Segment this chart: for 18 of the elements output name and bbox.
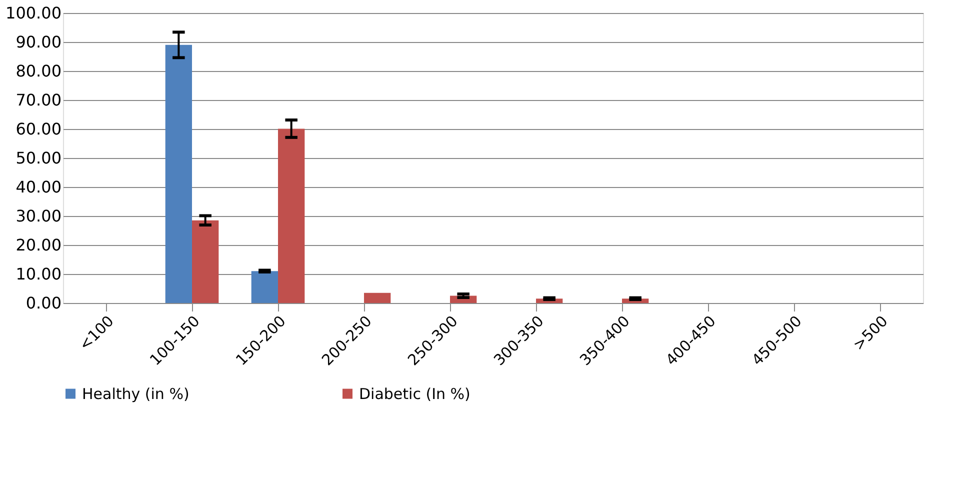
y-tick-label: 20.00 <box>16 236 62 254</box>
bar <box>192 220 219 303</box>
y-tick-label: 40.00 <box>16 178 62 196</box>
legend-label: Diabetic (In %) <box>359 384 470 403</box>
bar <box>278 128 305 303</box>
y-tick-label: 70.00 <box>16 90 62 110</box>
y-tick-label: 10.00 <box>16 264 62 284</box>
y-tick-label: 0.00 <box>26 294 62 312</box>
legend-label: Healthy (in %) <box>82 384 190 403</box>
bar <box>251 271 278 303</box>
y-tick-label: 30.00 <box>16 206 62 226</box>
y-tick-label: 50.00 <box>16 148 62 168</box>
y-tick-label: 100.00 <box>6 4 62 22</box>
y-tick-label: 90.00 <box>16 32 62 52</box>
bar <box>165 44 192 303</box>
y-tick-label: 60.00 <box>16 120 62 138</box>
bar <box>364 292 391 303</box>
y-tick-label: 80.00 <box>16 62 62 80</box>
